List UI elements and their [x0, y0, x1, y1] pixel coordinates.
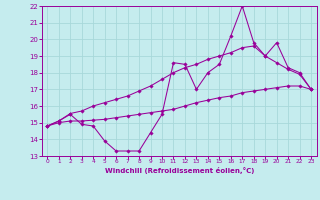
- X-axis label: Windchill (Refroidissement éolien,°C): Windchill (Refroidissement éolien,°C): [105, 167, 254, 174]
